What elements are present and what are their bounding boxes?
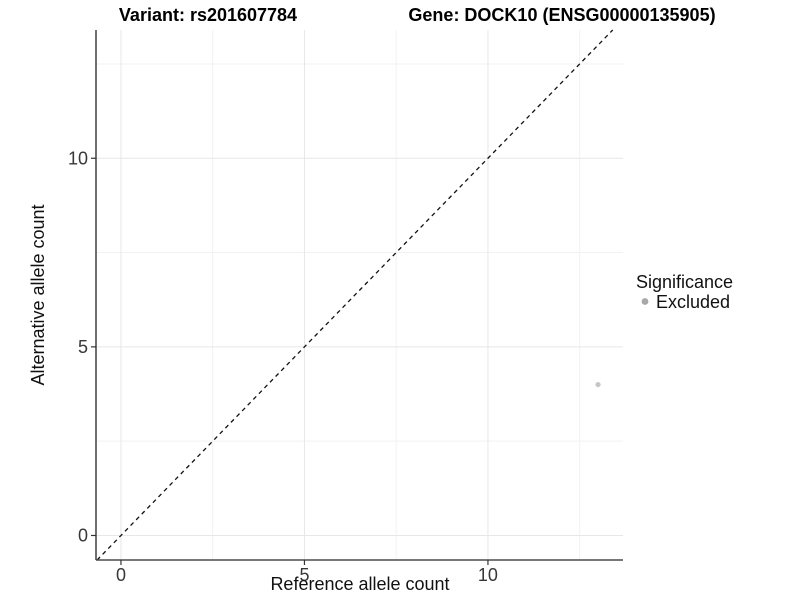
major-gridlines [96,30,623,560]
legend: Significance Excluded [636,272,733,312]
data-points-layer [595,381,601,388]
y-tick-label: 10 [68,148,88,168]
x-tick-label: 0 [116,565,126,585]
minor-gridlines [96,30,623,560]
tick-labels-layer: 0 5 10 0 5 10 [68,148,498,585]
data-point [595,381,601,388]
plot-title-gene: Gene: DOCK10 (ENSG00000135905) [408,5,715,25]
x-axis-title: Reference allele count [270,574,449,594]
tick-marks-layer [91,157,489,565]
x-tick-label: 5 [299,565,309,585]
legend-item-excluded: Excluded [656,292,730,312]
legend-key-excluded-icon [641,298,649,305]
axis-lines-layer [95,30,623,561]
legend-title: Significance [636,272,733,292]
y-tick-label: 5 [78,337,88,357]
y-axis-title: Alternative allele count [28,204,48,385]
x-tick-label: 10 [478,565,498,585]
identity-line [96,29,614,561]
y-tick-label: 0 [78,525,88,545]
plot-title-variant: Variant: rs201607784 [119,5,297,25]
identity-line-layer [96,29,614,561]
